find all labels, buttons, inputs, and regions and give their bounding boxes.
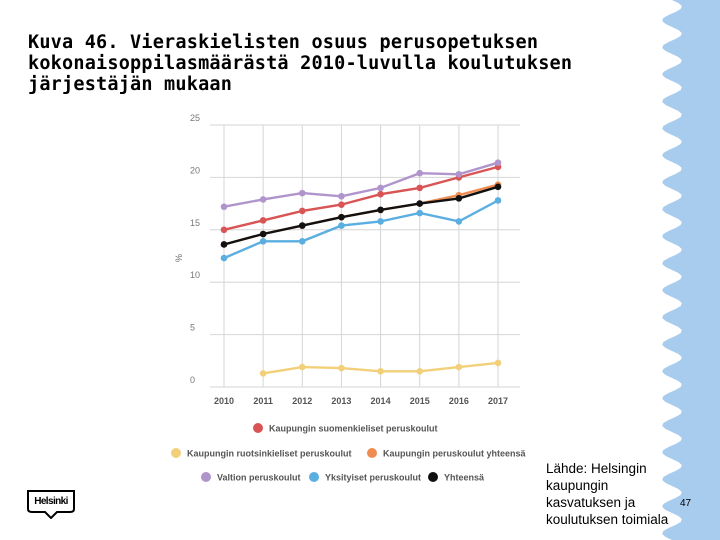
legend-label: Kaupungin suomenkieliset peruskoulut <box>269 424 438 434</box>
data-point <box>455 363 463 371</box>
data-point <box>455 170 463 178</box>
x-tick-label: 2012 <box>292 396 312 406</box>
data-point <box>455 218 463 225</box>
data-point <box>259 370 267 377</box>
data-point <box>298 238 306 245</box>
legend-label: Kaupungin peruskoulut yhteensä <box>383 449 527 459</box>
data-point <box>220 241 228 248</box>
logo-text: Helsinki <box>34 496 68 507</box>
data-point <box>259 238 267 245</box>
data-point <box>259 196 267 203</box>
x-tick-label: 2017 <box>488 396 508 406</box>
data-point <box>298 207 306 215</box>
y-tick-label: 10 <box>190 270 200 280</box>
data-point <box>298 222 306 229</box>
source-note: Lähde: Helsingin kaupungin kasvatuksen j… <box>546 460 686 528</box>
wave-shape <box>662 0 720 540</box>
data-point <box>259 230 267 238</box>
data-point <box>377 206 384 214</box>
x-tick-label: 2013 <box>331 396 351 406</box>
x-tick-label: 2011 <box>253 396 273 406</box>
legend-marker <box>253 423 263 433</box>
data-point <box>416 367 424 375</box>
data-point <box>338 192 345 200</box>
data-point <box>298 363 306 371</box>
source-line-3: kasvatuksen ja <box>546 495 636 510</box>
data-point <box>338 364 345 372</box>
legend-label: Yksityiset peruskoulut <box>325 473 421 483</box>
legend-label: Valtion peruskoulut <box>217 473 301 483</box>
source-line-1: Lähde: Helsingin <box>546 461 647 476</box>
y-tick-label: 5 <box>190 323 195 333</box>
x-tick-label: 2010 <box>214 396 234 406</box>
data-point <box>416 184 424 192</box>
x-tick-label: 2014 <box>371 396 391 406</box>
data-point <box>259 217 267 224</box>
data-point <box>377 184 384 192</box>
data-point <box>220 226 228 234</box>
data-point <box>220 254 228 262</box>
data-point <box>377 190 384 198</box>
legend-marker <box>309 472 319 482</box>
data-point <box>338 201 345 208</box>
series-line <box>223 161 499 208</box>
legend-marker <box>367 448 377 458</box>
series-line <box>223 199 499 260</box>
source-line-4: koulutuksen toimiala <box>546 512 669 527</box>
data-point <box>220 203 228 211</box>
data-point <box>494 197 502 204</box>
data-point <box>298 189 306 197</box>
title-line-3: järjestäjän mukaan <box>28 74 233 95</box>
legend-marker <box>201 472 211 482</box>
helsinki-logo: Helsinki <box>26 489 76 520</box>
title-line-1: Kuva 46. Vieraskielisten osuus perusopet… <box>28 32 539 53</box>
data-point <box>338 222 345 229</box>
y-tick-label: 0 <box>190 375 195 385</box>
legend-label: Yhteensä <box>444 473 485 483</box>
data-point <box>416 209 424 217</box>
x-tick-label: 2015 <box>410 396 430 406</box>
data-point <box>377 218 384 225</box>
source-line-2: kaupungin <box>546 478 609 493</box>
y-tick-label: 25 <box>190 113 200 123</box>
y-axis-label: % <box>174 254 184 262</box>
data-point <box>338 213 345 221</box>
data-point <box>377 367 384 375</box>
y-tick-label: 15 <box>190 218 200 228</box>
data-point <box>494 359 502 367</box>
x-tick-label: 2016 <box>449 396 469 406</box>
page-number: 47 <box>680 498 692 509</box>
series-line <box>223 185 499 246</box>
data-point <box>494 159 502 167</box>
page-title: Kuva 46. Vieraskielisten osuus perusopet… <box>28 32 628 95</box>
legend-marker <box>171 448 181 458</box>
data-point <box>455 195 463 202</box>
logo-shield-icon <box>27 490 75 520</box>
data-point <box>416 169 424 177</box>
legend-label: Kaupungin ruotsinkieliset peruskoulut <box>187 449 352 459</box>
series-line <box>223 165 499 231</box>
legend-marker <box>428 472 438 482</box>
y-tick-label: 20 <box>190 165 200 175</box>
data-point <box>416 200 424 207</box>
line-chart: 0 5 10 15 20 25 2010 2011 2012 2013 2014 2015 2016 20… <box>171 113 527 483</box>
data-point <box>494 183 502 191</box>
title-line-2: kokonaisoppilasmäärästä 2010-luvulla kou… <box>28 53 573 74</box>
decorative-wave-border <box>662 0 720 540</box>
